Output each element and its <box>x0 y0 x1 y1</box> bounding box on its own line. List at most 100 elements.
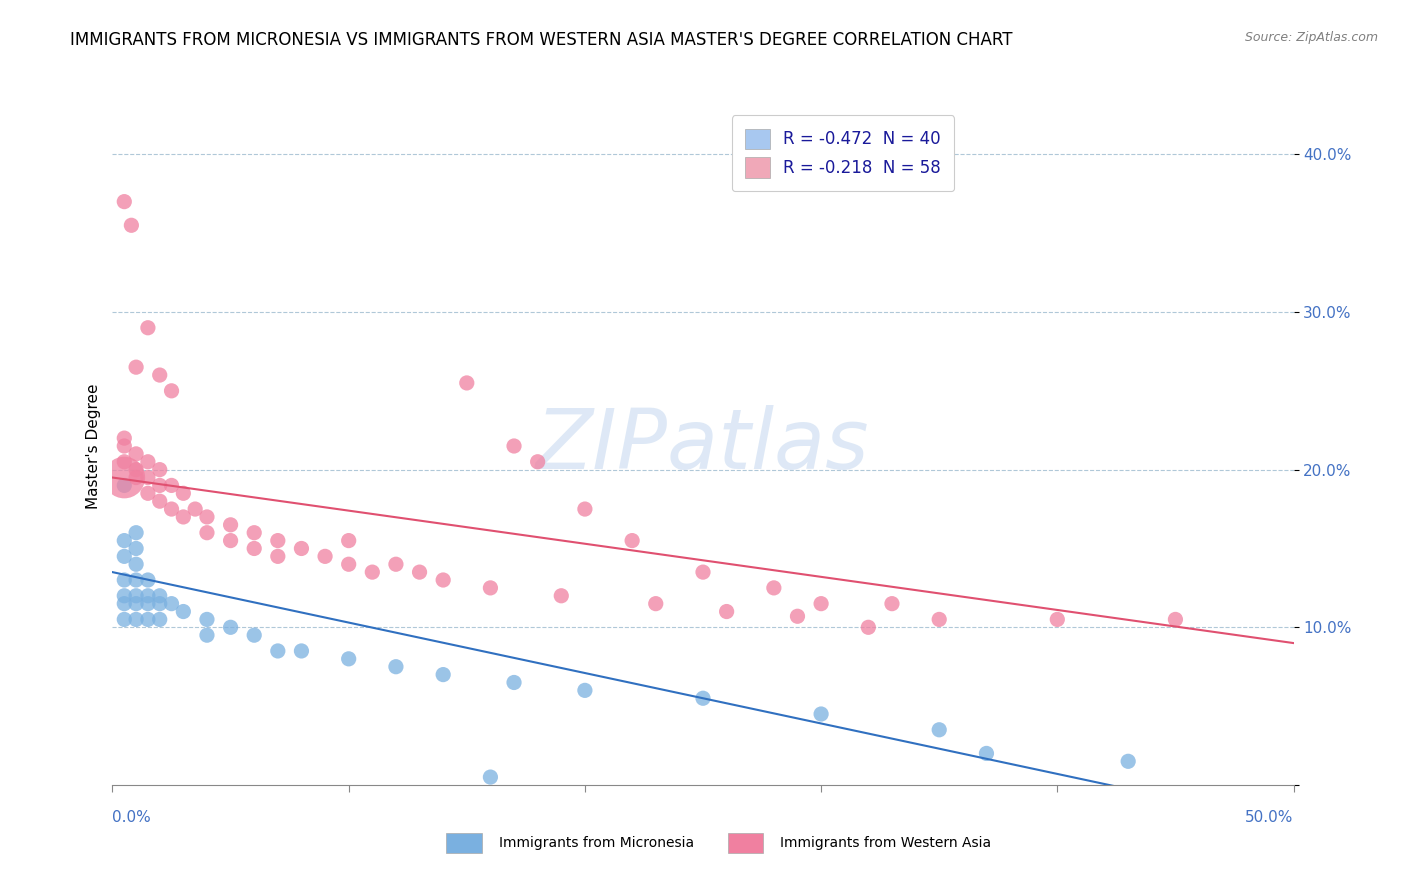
Point <box>503 675 526 690</box>
Point <box>136 573 159 587</box>
Point <box>337 533 360 548</box>
Point <box>314 549 336 564</box>
Point <box>112 612 135 626</box>
Point <box>125 525 148 540</box>
Point <box>136 612 159 626</box>
Point <box>1116 754 1139 768</box>
Point <box>479 770 502 784</box>
Point <box>160 478 183 492</box>
Point <box>112 194 135 209</box>
Point <box>136 597 159 611</box>
Point <box>136 455 159 469</box>
Point <box>621 533 644 548</box>
Point <box>219 620 242 634</box>
Point <box>112 478 135 492</box>
Point <box>456 376 478 390</box>
Point <box>503 439 526 453</box>
Point <box>125 463 148 477</box>
Text: Immigrants from Micronesia: Immigrants from Micronesia <box>499 836 695 850</box>
Point <box>290 644 312 658</box>
Point <box>716 605 738 619</box>
Point <box>125 612 148 626</box>
Point <box>112 573 135 587</box>
Point <box>112 470 135 484</box>
Point <box>1046 612 1069 626</box>
Point <box>112 589 135 603</box>
Point <box>172 486 194 500</box>
Point <box>550 589 572 603</box>
Point <box>120 219 142 233</box>
Point <box>172 510 194 524</box>
Point <box>149 612 172 626</box>
Point <box>149 494 172 508</box>
Point <box>125 360 148 375</box>
Point <box>136 470 159 484</box>
Point <box>112 533 135 548</box>
Point <box>290 541 312 556</box>
Point <box>976 747 998 761</box>
Point <box>195 525 218 540</box>
Point <box>385 659 408 673</box>
Point <box>112 439 135 453</box>
Point <box>644 597 666 611</box>
Point <box>112 455 135 469</box>
Point <box>149 478 172 492</box>
Point <box>243 541 266 556</box>
Point <box>136 486 159 500</box>
Point <box>125 558 148 572</box>
Point <box>432 573 454 587</box>
Point <box>267 549 290 564</box>
Point <box>195 612 218 626</box>
Point <box>858 620 880 634</box>
Point <box>125 447 148 461</box>
Point <box>432 667 454 681</box>
Point <box>692 565 714 579</box>
Point <box>125 470 148 484</box>
Point <box>243 628 266 642</box>
Point <box>408 565 430 579</box>
Point <box>219 517 242 532</box>
Point <box>160 597 183 611</box>
Point <box>479 581 502 595</box>
Point <box>1164 612 1187 626</box>
Point <box>195 510 218 524</box>
Point <box>112 549 135 564</box>
Point <box>243 525 266 540</box>
Point <box>762 581 785 595</box>
Point <box>337 558 360 572</box>
Point <box>810 597 832 611</box>
Point <box>125 541 148 556</box>
Point <box>786 609 808 624</box>
Point <box>361 565 384 579</box>
Legend: R = -0.472  N = 40, R = -0.218  N = 58: R = -0.472 N = 40, R = -0.218 N = 58 <box>731 115 955 191</box>
Point <box>160 502 183 516</box>
Text: ZIPatlas: ZIPatlas <box>536 406 870 486</box>
Point <box>149 463 172 477</box>
Point <box>149 589 172 603</box>
Point <box>219 533 242 548</box>
Text: 50.0%: 50.0% <box>1246 810 1294 825</box>
Point <box>810 706 832 721</box>
Point <box>149 597 172 611</box>
Text: Source: ZipAtlas.com: Source: ZipAtlas.com <box>1244 31 1378 45</box>
Point <box>125 597 148 611</box>
Point <box>172 605 194 619</box>
Text: Immigrants from Western Asia: Immigrants from Western Asia <box>780 836 991 850</box>
Point <box>195 628 218 642</box>
Point <box>136 320 159 334</box>
Point <box>574 683 596 698</box>
Point <box>112 597 135 611</box>
Point <box>125 573 148 587</box>
Point <box>928 723 950 737</box>
Point <box>184 502 207 516</box>
Point <box>267 533 290 548</box>
Point <box>160 384 183 398</box>
Point <box>574 502 596 516</box>
Point <box>880 597 903 611</box>
Point <box>928 612 950 626</box>
Point <box>337 652 360 666</box>
Point <box>125 589 148 603</box>
Y-axis label: Master's Degree: Master's Degree <box>86 384 101 508</box>
Point <box>692 691 714 706</box>
Point <box>136 589 159 603</box>
